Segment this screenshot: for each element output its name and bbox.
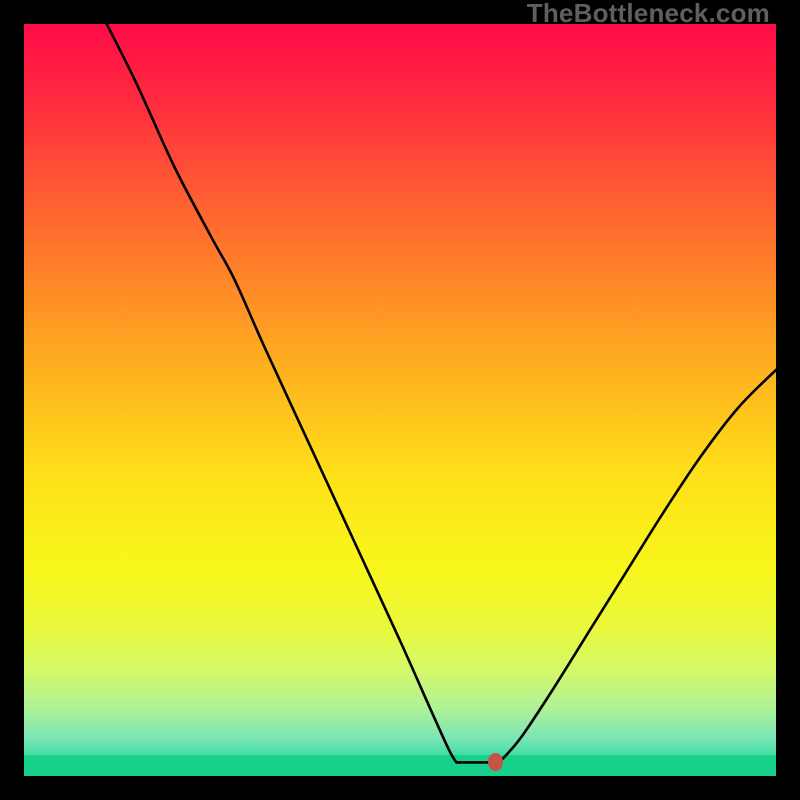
chart-frame: TheBottleneck.com [0, 0, 800, 800]
bottleneck-curve-path [107, 24, 776, 762]
bottleneck-curve [0, 0, 800, 800]
